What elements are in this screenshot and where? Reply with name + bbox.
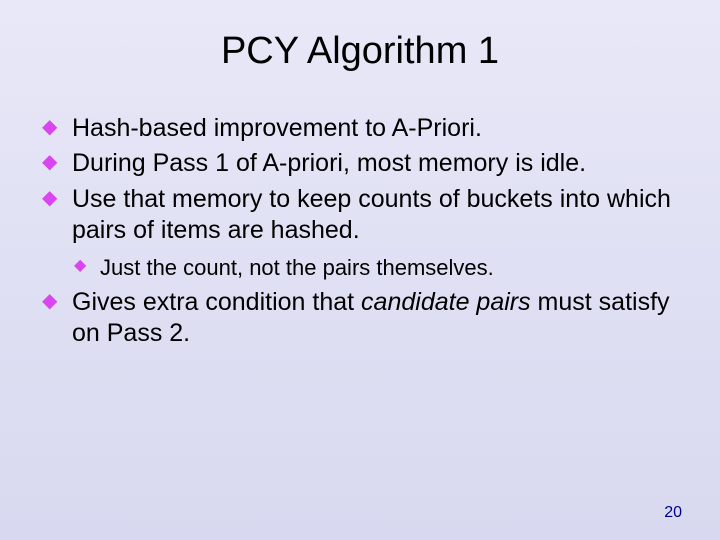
bullet-item: Use that memory to keep counts of bucket… [40, 184, 680, 283]
bullet-text-italic: candidate pairs [361, 288, 531, 316]
slide-container: PCY Algorithm 1 Hash-based improvement t… [0, 0, 720, 540]
bullet-text: Hash-based improvement to A-Priori. [72, 114, 482, 142]
bullet-item: During Pass 1 of A-priori, most memory i… [40, 148, 680, 179]
bullet-item: Gives extra condition that candidate pai… [40, 287, 680, 350]
bullet-list: Hash-based improvement to A-Priori. Duri… [40, 113, 680, 349]
bullet-text: During Pass 1 of A-priori, most memory i… [72, 149, 586, 177]
bullet-text-prefix: Gives extra condition that [72, 288, 361, 316]
sub-bullet-text: Just the count, not the pairs themselves… [100, 255, 494, 280]
slide-title: PCY Algorithm 1 [40, 30, 680, 73]
bullet-item: Hash-based improvement to A-Priori. [40, 113, 680, 144]
bullet-text: Use that memory to keep counts of bucket… [72, 185, 671, 244]
page-number: 20 [664, 504, 682, 522]
sub-bullet-list: Just the count, not the pairs themselves… [72, 254, 680, 283]
sub-bullet-item: Just the count, not the pairs themselves… [72, 254, 680, 283]
